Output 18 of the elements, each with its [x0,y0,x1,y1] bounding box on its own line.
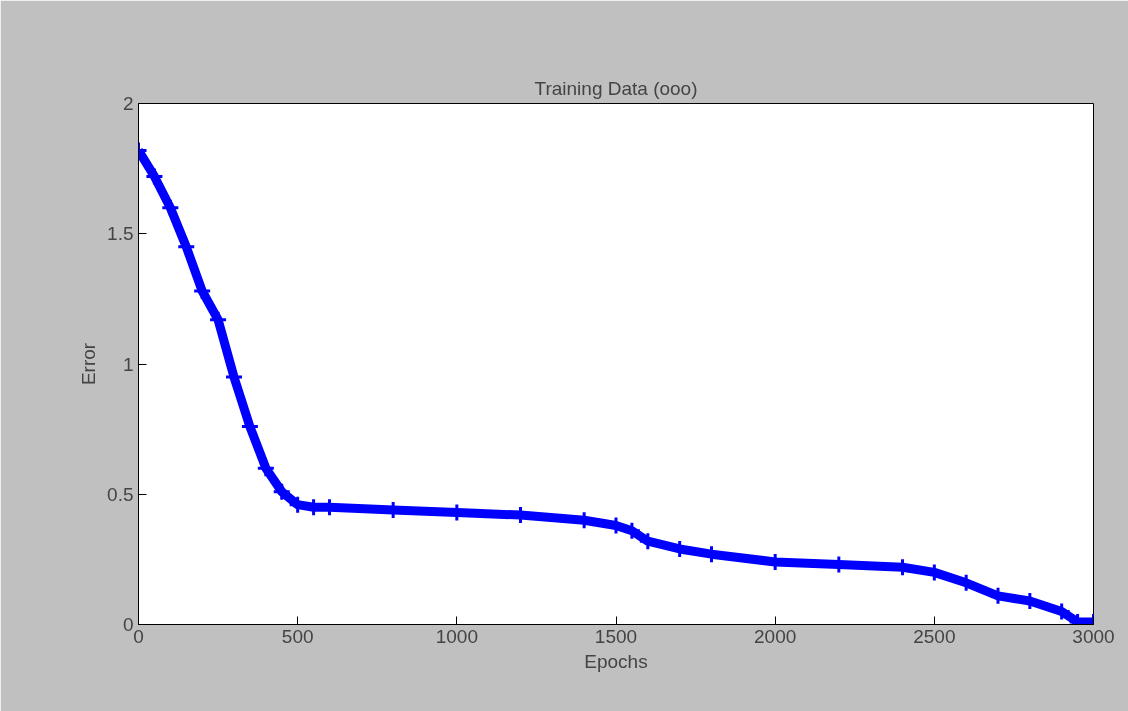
chart-title: Training Data (ooo) [534,77,698,99]
point [144,166,164,186]
y-tick-label: 1 [122,353,134,375]
point [160,198,180,218]
x-tick-label: 3000 [1072,625,1115,647]
point [272,482,292,502]
y-tick-label: 0.5 [107,483,134,505]
x-tick-label: 1500 [594,625,638,647]
x-tick-label: 1000 [435,625,478,647]
x-tick-label: 2500 [913,625,956,647]
point [176,237,196,257]
y-tick-label: 2 [122,93,134,114]
point [256,458,276,478]
x-tick-label: 500 [281,625,314,647]
y-axis-title: Error [78,342,100,386]
x-tick-label: 2000 [754,625,797,647]
y-tick-label: 1.5 [107,223,134,245]
x-axis-title: Epochs [584,650,648,672]
